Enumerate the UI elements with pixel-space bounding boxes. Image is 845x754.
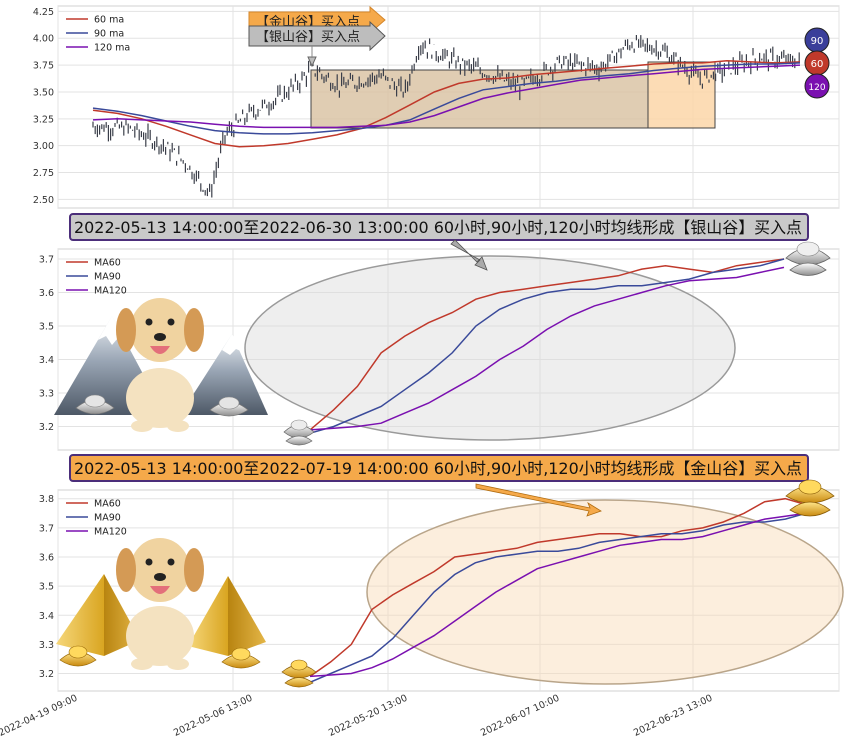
- price-legend: 60 ma 90 ma 120 ma: [66, 15, 130, 54]
- gold-ingot-start-icon: [281, 659, 317, 688]
- x-tick-label: 2022-06-07 10:00: [479, 693, 561, 739]
- gold-grid: [57, 490, 840, 691]
- silver-valley-title: 2022-05-13 14:00:00至2022-06-30 13:00:00 …: [69, 213, 809, 241]
- badge-60: 60: [811, 59, 824, 70]
- legend-label: MA90: [94, 513, 121, 524]
- y-tick-label: 2.75: [33, 168, 54, 179]
- y-tick-label: 3.6: [39, 553, 54, 564]
- silver-callout-label: 【银山谷】买入点: [256, 30, 360, 45]
- gold-ingot-end-icon: [785, 479, 835, 517]
- y-tick-label: 3.25: [33, 114, 54, 125]
- y-tick-label: 3.4: [39, 611, 54, 622]
- gold-ma-lines: [309, 497, 807, 683]
- y-tick-label: 3.7: [39, 523, 54, 534]
- badge-120: 120: [808, 83, 825, 93]
- series-line-ma90: [309, 258, 785, 434]
- legend-label: MA60: [94, 499, 121, 510]
- y-tick-label: 3.3: [39, 389, 54, 400]
- legend-label: 120 ma: [94, 43, 130, 54]
- silver-mountain-dog-icon: [54, 298, 268, 432]
- y-tick-label: 2.50: [33, 195, 54, 206]
- y-tick-label: 3.8: [39, 494, 54, 505]
- legend-label: MA120: [94, 286, 127, 297]
- y-tick-label: 3.5: [39, 322, 54, 333]
- silver-valley-callout: 【银山谷】买入点: [248, 20, 386, 68]
- gold-arrow-icon: [475, 483, 602, 517]
- series-line-ma120: [309, 512, 807, 678]
- y-tick-label: 3.2: [39, 422, 54, 433]
- gold-valley-title: 2022-05-13 14:00:00至2022-07-19 14:00:00 …: [69, 454, 809, 482]
- legend-label: MA90: [94, 272, 121, 283]
- gold-legend: MA60 MA90 MA120: [66, 499, 127, 538]
- gold-title-text: 2022-05-13 14:00:00至2022-07-19 14:00:00 …: [74, 459, 802, 478]
- y-tick-label: 3.3: [39, 640, 54, 651]
- y-tick-label: 3.4: [39, 355, 54, 366]
- x-tick-label: 2022-05-20 13:00: [327, 693, 409, 739]
- candlesticks: [92, 35, 800, 198]
- silver-arrow-icon: [450, 239, 488, 271]
- y-tick-label: 3.6: [39, 288, 54, 299]
- silver-ingot-end-icon: [785, 241, 831, 276]
- legend-label: 60 ma: [94, 15, 124, 26]
- silver-ingot-start-icon: [283, 419, 315, 446]
- silver-y-ticks: 3.2 3.3 3.4 3.5 3.6 3.7: [39, 255, 54, 434]
- silver-ma-lines: [309, 258, 785, 434]
- ma-badges: 90 60 120: [804, 27, 830, 99]
- series-line-120-ma: [92, 64, 801, 129]
- silver-title-text: 2022-05-13 14:00:00至2022-06-30 13:00:00 …: [74, 218, 802, 237]
- y-tick-label: 3.75: [33, 61, 54, 72]
- silver-valley-panel: 3.2 3.3 3.4 3.5 3.6 3.7 MA60 MA90 MA120: [39, 239, 840, 451]
- moving-average-lines: [92, 60, 801, 148]
- legend-label: MA60: [94, 258, 121, 269]
- legend-label: 90 ma: [94, 29, 124, 40]
- y-tick-label: 3.50: [33, 87, 54, 98]
- silver-highlight-ellipse: [244, 255, 736, 441]
- gold-highlight-ellipse: [366, 499, 844, 685]
- x-tick-label: 2022-05-06 13:00: [172, 693, 254, 739]
- price-y-ticks: 2.50 2.75 3.00 3.25 3.50 3.75 4.00 4.25: [33, 7, 54, 206]
- y-tick-label: 4.00: [33, 34, 54, 45]
- silver-legend: MA60 MA90 MA120: [66, 258, 127, 297]
- gold-y-ticks: 3.2 3.3 3.4 3.5 3.6 3.7 3.8: [39, 494, 54, 680]
- price-panel: 2.50 2.75 3.00 3.25 3.50 3.75 4.00 4.25 60 ma 90…: [33, 5, 840, 209]
- series-line-ma90: [309, 512, 807, 683]
- x-tick-label: 2022-06-23 13:00: [632, 693, 714, 739]
- series-line-ma120: [309, 266, 785, 431]
- badge-90: 90: [811, 36, 824, 47]
- y-tick-label: 3.5: [39, 582, 54, 593]
- gold-pyramid-dog-icon: [56, 538, 266, 670]
- x-tick-labels: 2022-04-19 09:00 2022-05-06 13:00 2022-05-…: [0, 693, 714, 739]
- y-tick-label: 3.7: [39, 255, 54, 266]
- series-line-90-ma: [92, 62, 801, 135]
- gold-valley-panel: 3.2 3.3 3.4 3.5 3.6 3.7 3.8 MA60 MA90 MA120: [39, 479, 844, 692]
- y-tick-label: 3.2: [39, 669, 54, 680]
- y-tick-label: 4.25: [33, 7, 54, 18]
- y-tick-label: 3.00: [33, 141, 54, 152]
- legend-label: MA120: [94, 527, 127, 538]
- x-tick-label: 2022-04-19 09:00: [0, 693, 79, 739]
- series-line-ma60: [309, 258, 785, 431]
- series-line-ma60: [309, 497, 807, 678]
- series-line-60-ma: [92, 60, 801, 148]
